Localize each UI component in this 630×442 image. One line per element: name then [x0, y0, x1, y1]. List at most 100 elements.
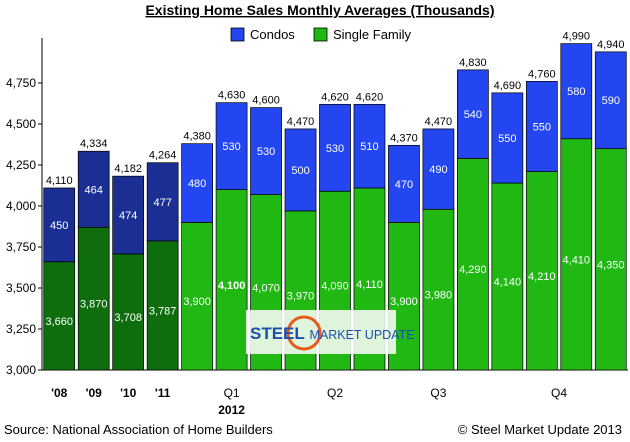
data-label-condos: 550	[498, 133, 516, 145]
y-tick-label: 3,750	[6, 240, 36, 254]
data-label-single-family: 3,870	[80, 299, 108, 311]
data-label-total: 4,830	[459, 57, 487, 69]
y-tick-label: 4,000	[6, 199, 36, 213]
x-category-label: Q3	[430, 386, 446, 400]
data-label-single-family: 4,100	[218, 280, 246, 292]
bar-condos	[457, 69, 489, 159]
data-label-total: 4,470	[287, 116, 315, 128]
data-label-total: 4,264	[149, 150, 177, 162]
data-label-total: 4,690	[494, 80, 522, 92]
y-tick-label: 4,750	[6, 76, 36, 90]
bar-single-family	[422, 208, 455, 371]
x-category-label: Q1	[224, 386, 240, 400]
data-label-total: 4,380	[183, 131, 211, 143]
bar-single-family	[43, 261, 76, 371]
x-year-label: 2012	[218, 403, 245, 417]
data-label-single-family: 4,140	[494, 277, 522, 289]
steel-market-update-logo: STEEL MARKET UPDATE	[246, 310, 415, 354]
bar-condos	[422, 128, 455, 210]
bar-condos	[284, 128, 317, 212]
y-tick-label: 3,500	[6, 281, 36, 295]
data-label-single-family: 3,900	[390, 296, 418, 308]
bar-condos	[215, 102, 248, 190]
data-label-single-family: 4,410	[563, 254, 591, 266]
data-label-condos: 480	[188, 178, 206, 190]
y-tick-label: 4,250	[6, 158, 36, 172]
data-label-condos: 510	[360, 141, 378, 153]
data-label-condos: 580	[567, 86, 585, 98]
data-label-condos: 530	[326, 143, 344, 155]
y-tick-label: 3,000	[6, 363, 36, 377]
data-label-single-family: 3,787	[149, 305, 177, 317]
y-tick-label: 3,250	[6, 322, 36, 336]
data-label-total: 4,370	[390, 132, 418, 144]
data-label-condos: 500	[291, 165, 309, 177]
bar-condos	[525, 81, 558, 172]
data-label-condos: 530	[222, 141, 240, 153]
data-labels: 3,660 450 4,110 3,870 464 4,334 3,708 474 4,182 3…	[45, 31, 624, 328]
data-label-single-family: 3,660	[45, 316, 73, 328]
bar-condos	[146, 162, 179, 242]
data-label-single-family: 4,110	[356, 279, 383, 291]
data-label-total: 4,630	[218, 90, 246, 102]
x-category-label: '10	[120, 386, 137, 400]
legend-single-family-swatch	[313, 27, 328, 42]
legend: Condos Single Family	[230, 27, 412, 42]
bar-condos	[112, 175, 145, 255]
source-note: Source: National Association of Home Bui…	[4, 422, 273, 437]
data-label-total: 4,600	[252, 95, 280, 107]
data-label-single-family: 3,980	[425, 290, 453, 302]
x-category-label: Q2	[327, 386, 343, 400]
data-label-total: 4,620	[321, 91, 349, 103]
data-label-condos: 470	[395, 179, 413, 191]
data-label-condos: 464	[85, 184, 103, 196]
data-label-total: 4,182	[114, 163, 142, 175]
logo-steel: STEEL	[250, 324, 305, 343]
data-label-single-family: 4,070	[252, 282, 280, 294]
data-label-single-family: 4,350	[597, 259, 625, 271]
data-label-condos: 550	[533, 121, 551, 133]
data-label-total: 4,940	[597, 39, 625, 51]
bar-single-family	[560, 138, 593, 371]
axes: 3,000 3,250 3,500 3,750 4,000 4,250 4,500 4,750…	[6, 38, 628, 417]
data-label-single-family: 4,090	[321, 281, 349, 293]
bar-condos	[353, 103, 386, 189]
bar-single-family	[525, 171, 558, 371]
bar-condos	[77, 150, 110, 228]
data-label-condos: 590	[602, 95, 620, 107]
data-label-total: 4,334	[80, 138, 108, 150]
bar-single-family	[491, 182, 524, 371]
data-label-single-family: 3,970	[287, 290, 315, 302]
bar-condos	[250, 107, 282, 195]
legend-condos-label: Condos	[250, 27, 295, 42]
y-tick-label: 4,500	[6, 117, 36, 131]
logo-market-update: MARKET UPDATE	[306, 328, 415, 342]
data-label-condos: 450	[50, 220, 68, 232]
data-label-total: 4,470	[425, 116, 453, 128]
bar-single-family	[215, 189, 248, 371]
data-label-single-family: 4,210	[528, 271, 556, 283]
data-label-condos: 490	[429, 164, 447, 176]
bar-single-family	[77, 226, 110, 371]
bar-condos	[319, 103, 351, 192]
data-label-single-family: 3,900	[183, 296, 211, 308]
data-label-total: 4,620	[356, 91, 384, 103]
legend-single-family-label: Single Family	[333, 27, 412, 42]
data-label-single-family: 4,290	[459, 264, 487, 276]
data-label-total: 4,990	[563, 31, 591, 43]
x-category-label: Q4	[551, 386, 567, 400]
logo-swoosh-icon	[286, 315, 322, 351]
chart-title: Existing Home Sales Monthly Averages (Th…	[145, 2, 494, 18]
bar-condos	[43, 187, 76, 263]
data-label-condos: 530	[257, 146, 275, 158]
data-label-condos: 474	[119, 210, 137, 222]
bar-condos	[388, 144, 420, 223]
x-category-label: '09	[86, 386, 103, 400]
x-category-label: '11	[155, 386, 171, 400]
data-label-condos: 477	[153, 197, 171, 209]
bar-condos	[491, 92, 524, 184]
copyright-note: © Steel Market Update 2013	[457, 422, 622, 437]
data-label-total: 4,760	[528, 68, 556, 80]
bar-condos	[181, 143, 213, 223]
